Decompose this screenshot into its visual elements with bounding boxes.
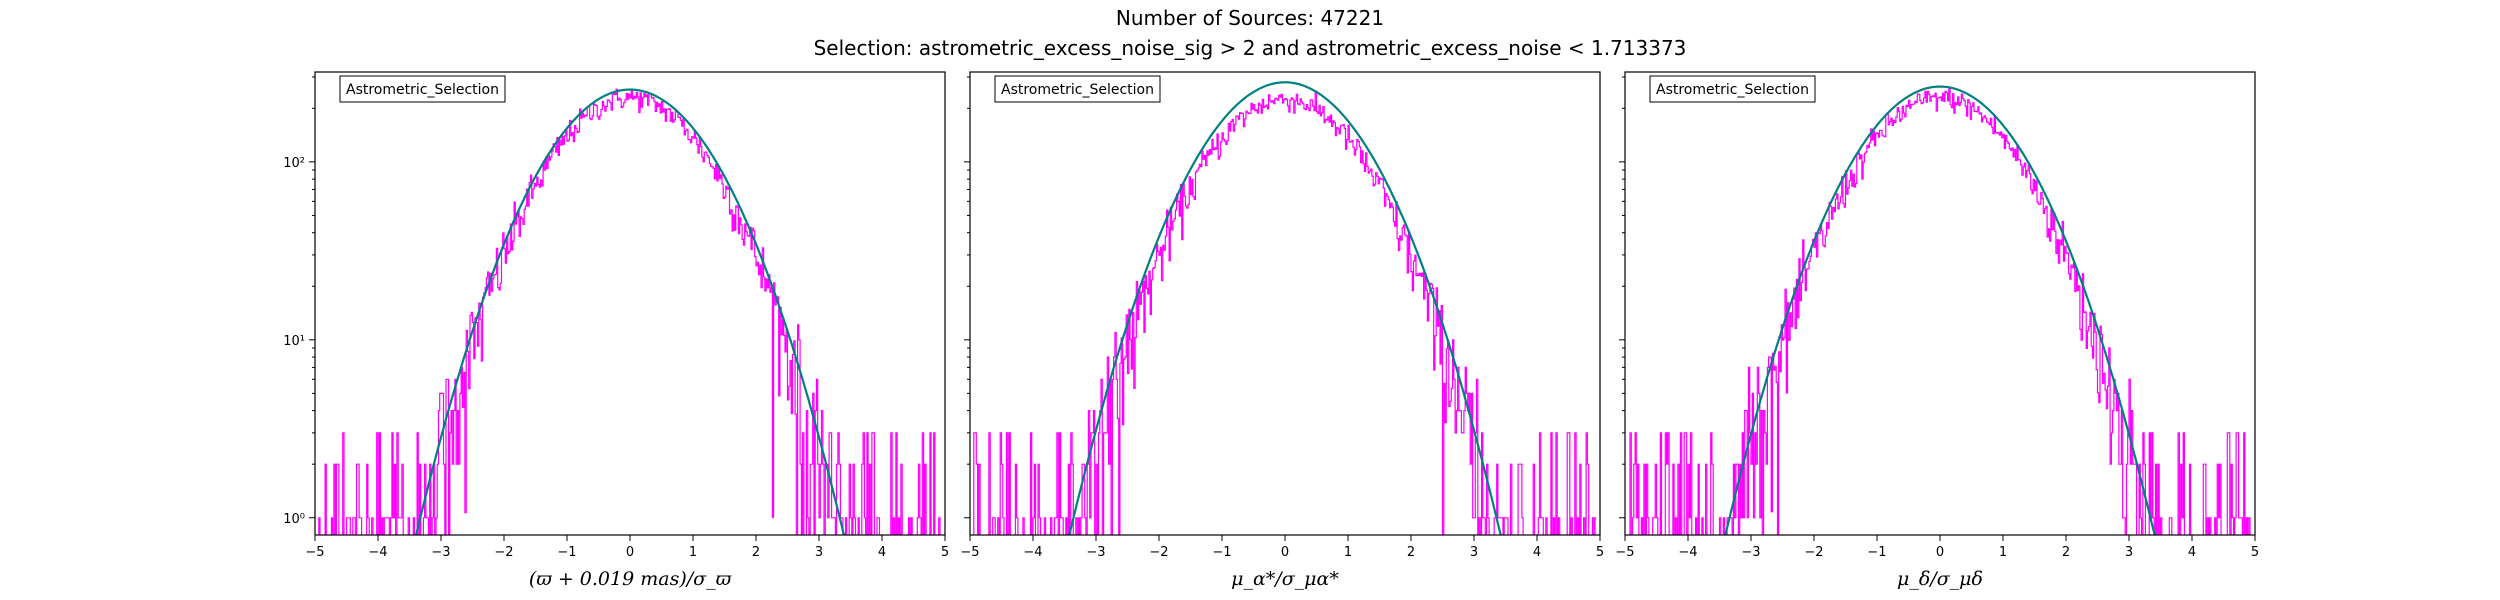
axes-frame: [1624, 71, 2256, 536]
x-tick-label: −5: [1615, 545, 1634, 560]
x-axis-label: μ_δ/σ_μδ: [1897, 568, 1983, 590]
x-tick-label: −4: [1023, 545, 1042, 560]
panel-3: −5 −4 −3 −2 −1 0 1 2 3 4 5 μ_δ/σ_μδ Astrometric_Sele…: [1615, 71, 2259, 590]
histogram-series: [318, 88, 941, 535]
plot-area: [1629, 85, 2251, 535]
gaussian-fit-series: [1724, 85, 2156, 535]
figure-subtitle: Selection: astrometric_excess_noise_sig …: [814, 36, 1687, 60]
x-tick-label: 1: [1344, 545, 1352, 560]
x-tick-label: 4: [878, 545, 886, 560]
y-tick-label: 10¹: [283, 334, 305, 349]
y-tick-label: 10⁰: [283, 512, 305, 527]
histogram-series: [1629, 88, 2251, 535]
x-tick-label: 0: [1281, 545, 1289, 560]
legend-box: [339, 75, 506, 103]
axes-frame: [969, 71, 1601, 536]
x-tick-label: −5: [305, 545, 324, 560]
figure-title: Number of Sources: 47221: [1116, 6, 1384, 30]
x-tick-label: −5: [960, 545, 979, 560]
x-tick-label: −1: [1867, 545, 1886, 560]
panel-2: −5 −4 −3 −2 −1 0 1 2 3 4 5 μ_α*/σ_μα* Astrometric_Se…: [960, 71, 1604, 590]
x-tick-label: −2: [494, 545, 513, 560]
legend-label: Astrometric_Selection: [346, 82, 499, 98]
gaussian-fit-series: [414, 88, 846, 535]
legend-box: [1649, 75, 1816, 103]
x-tick-label: 5: [1596, 545, 1604, 560]
x-tick-label: −4: [1678, 545, 1697, 560]
x-tick-label: 1: [1999, 545, 2007, 560]
x-tick-label: 4: [2188, 545, 2196, 560]
x-axis-label: μ_α*/σ_μα*: [1231, 568, 1339, 590]
panel-1: −5 −4 −3 −2 −1 0 1 2 3 4 5 10⁰ 10¹ 10² (ϖ + 0.019 mas)…: [283, 71, 949, 590]
x-tick-label: 3: [1470, 545, 1478, 560]
x-tick-label: −3: [1086, 545, 1105, 560]
x-tick-label: −1: [557, 545, 576, 560]
x-tick-label: 3: [2125, 545, 2133, 560]
gaussian-fit-series: [1068, 81, 1502, 535]
x-tick-label: 1: [689, 545, 697, 560]
x-tick-label: −2: [1149, 545, 1168, 560]
x-tick-label: 2: [2062, 545, 2070, 560]
legend-label: Astrometric_Selection: [1656, 82, 1809, 98]
x-tick-label: 4: [1533, 545, 1541, 560]
plot-area: [318, 88, 941, 535]
legend-label: Astrometric_Selection: [1001, 82, 1154, 98]
x-tick-label: −1: [1212, 545, 1231, 560]
x-tick-label: 5: [941, 545, 949, 560]
plot-area: [973, 81, 1597, 535]
x-tick-label: −2: [1804, 545, 1823, 560]
x-axis-label: (ϖ + 0.019 mas)/σ_ϖ: [529, 568, 732, 590]
x-tick-label: −4: [368, 545, 387, 560]
x-tick-label: −3: [1741, 545, 1760, 560]
legend-box: [994, 75, 1161, 103]
x-tick-label: −3: [431, 545, 450, 560]
histogram-series: [973, 90, 1597, 535]
x-tick-label: 2: [1407, 545, 1415, 560]
x-tick-label: 3: [815, 545, 823, 560]
x-tick-label: 0: [626, 545, 634, 560]
x-tick-label: 2: [752, 545, 760, 560]
y-tick-label: 10²: [283, 156, 305, 171]
x-tick-label: 0: [1936, 545, 1944, 560]
x-tick-label: 5: [2251, 545, 2259, 560]
